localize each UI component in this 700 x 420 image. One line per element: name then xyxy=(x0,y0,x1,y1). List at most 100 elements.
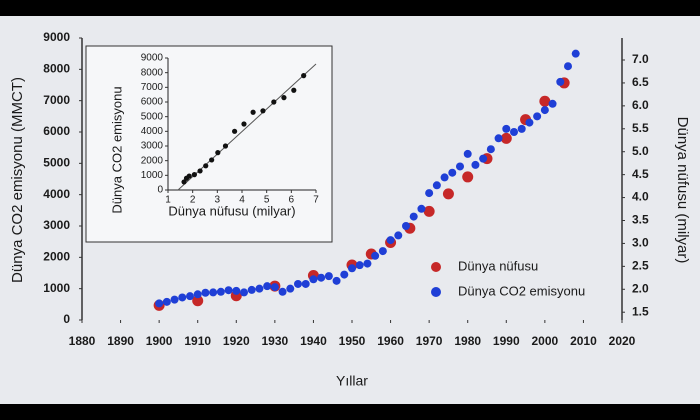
x-tick-label: 1960 xyxy=(377,334,404,348)
data-point xyxy=(181,179,187,185)
y-tick-label: 1000 xyxy=(43,281,70,295)
data-point xyxy=(186,173,192,179)
y-tick-label: 2000 xyxy=(141,155,164,166)
data-point xyxy=(432,181,441,190)
data-point xyxy=(448,168,457,177)
data-point xyxy=(250,109,256,115)
data-point xyxy=(240,288,248,297)
y-tick-label: 4000 xyxy=(141,126,164,137)
y2-axis-title: Dünya nüfusu (milyar) xyxy=(674,117,691,264)
x-tick-label: 4 xyxy=(239,195,245,206)
data-point xyxy=(494,134,503,143)
data-point xyxy=(517,124,526,133)
y-tick-label: 8000 xyxy=(43,62,70,76)
x-axis-title: Yıllar xyxy=(336,373,368,389)
data-point xyxy=(340,270,349,279)
x-tick-label: 2010 xyxy=(570,334,597,348)
inset-x-axis-title: Dünya nüfusu (milyar) xyxy=(168,203,295,218)
legend-label: Dünya nüfusu xyxy=(458,258,538,273)
data-point xyxy=(193,290,202,299)
legend-marker xyxy=(431,262,441,272)
data-point xyxy=(170,295,179,304)
data-point xyxy=(378,247,387,256)
data-point xyxy=(479,154,488,163)
data-point xyxy=(294,279,302,288)
x-tick-label: 1920 xyxy=(223,334,250,348)
legend-label: Dünya CO2 emisyonu xyxy=(458,283,585,298)
data-point xyxy=(386,236,395,245)
x-tick-label: 2000 xyxy=(532,334,559,348)
y-tick-label: 3000 xyxy=(43,218,70,232)
x-tick-label: 1980 xyxy=(454,334,481,348)
data-point xyxy=(317,273,326,282)
data-point xyxy=(525,118,534,127)
x-tick-label: 3 xyxy=(215,195,221,206)
data-point xyxy=(363,259,372,268)
x-tick-label: 1950 xyxy=(339,334,366,348)
data-point xyxy=(155,299,164,308)
data-point xyxy=(203,163,209,169)
y-tick-label: 0 xyxy=(157,185,163,196)
data-point xyxy=(260,108,266,114)
y-tick-label: 7000 xyxy=(43,93,70,107)
y2-tick-label: 1.5 xyxy=(632,304,649,318)
data-point xyxy=(442,188,454,200)
data-point xyxy=(286,284,295,293)
y-tick-label: 5000 xyxy=(141,111,164,122)
x-tick-label: 7 xyxy=(313,195,319,206)
x-tick-label: 1930 xyxy=(262,334,289,348)
data-point xyxy=(463,149,472,158)
y-tick-label: 5000 xyxy=(43,156,70,170)
data-point xyxy=(263,282,272,291)
data-point xyxy=(425,189,434,198)
data-point xyxy=(510,128,518,136)
x-tick-label: 1880 xyxy=(69,334,96,348)
data-point xyxy=(241,121,247,127)
inset-y-axis-title: Dünya CO2 emisyonu xyxy=(109,86,124,213)
data-point xyxy=(216,287,225,296)
y2-tick-label: 2.5 xyxy=(632,259,649,273)
y2-tick-label: 6.5 xyxy=(632,75,649,89)
y-tick-label: 4000 xyxy=(43,187,70,201)
data-point xyxy=(348,264,356,273)
data-point xyxy=(255,284,264,293)
data-point xyxy=(201,288,210,297)
data-point xyxy=(162,297,171,306)
data-point xyxy=(548,99,557,108)
data-point xyxy=(402,222,410,230)
x-tick-label: 1890 xyxy=(107,334,134,348)
data-point xyxy=(209,157,215,163)
data-point xyxy=(197,168,203,174)
data-point xyxy=(324,272,333,281)
y-tick-label: 2000 xyxy=(43,250,70,264)
data-point xyxy=(270,283,279,292)
y2-tick-label: 4.0 xyxy=(632,190,649,204)
x-tick-label: 1940 xyxy=(300,334,327,348)
data-point xyxy=(500,132,512,144)
data-point xyxy=(533,112,542,121)
y2-tick-label: 3.0 xyxy=(632,236,649,250)
y2-tick-label: 4.5 xyxy=(632,167,649,181)
y2-tick-label: 2.0 xyxy=(632,281,649,295)
data-point xyxy=(486,145,495,154)
data-point xyxy=(301,73,307,79)
data-point xyxy=(355,261,364,270)
data-point xyxy=(271,99,277,105)
x-tick-label: 2020 xyxy=(609,334,636,348)
data-point xyxy=(222,143,229,149)
data-point xyxy=(371,251,380,260)
y2-tick-label: 3.5 xyxy=(632,213,649,227)
data-point xyxy=(332,276,341,285)
data-point xyxy=(309,275,318,284)
x-tick-label: 1910 xyxy=(184,334,211,348)
y-tick-label: 6000 xyxy=(43,124,70,138)
y2-tick-label: 5.0 xyxy=(632,144,649,158)
y-tick-label: 0 xyxy=(63,312,70,326)
x-tick-label: 1990 xyxy=(493,334,520,348)
y-tick-label: 7000 xyxy=(141,82,164,93)
data-point xyxy=(471,160,480,169)
data-point xyxy=(539,95,551,107)
legend-marker xyxy=(431,287,441,297)
data-point xyxy=(409,212,418,221)
